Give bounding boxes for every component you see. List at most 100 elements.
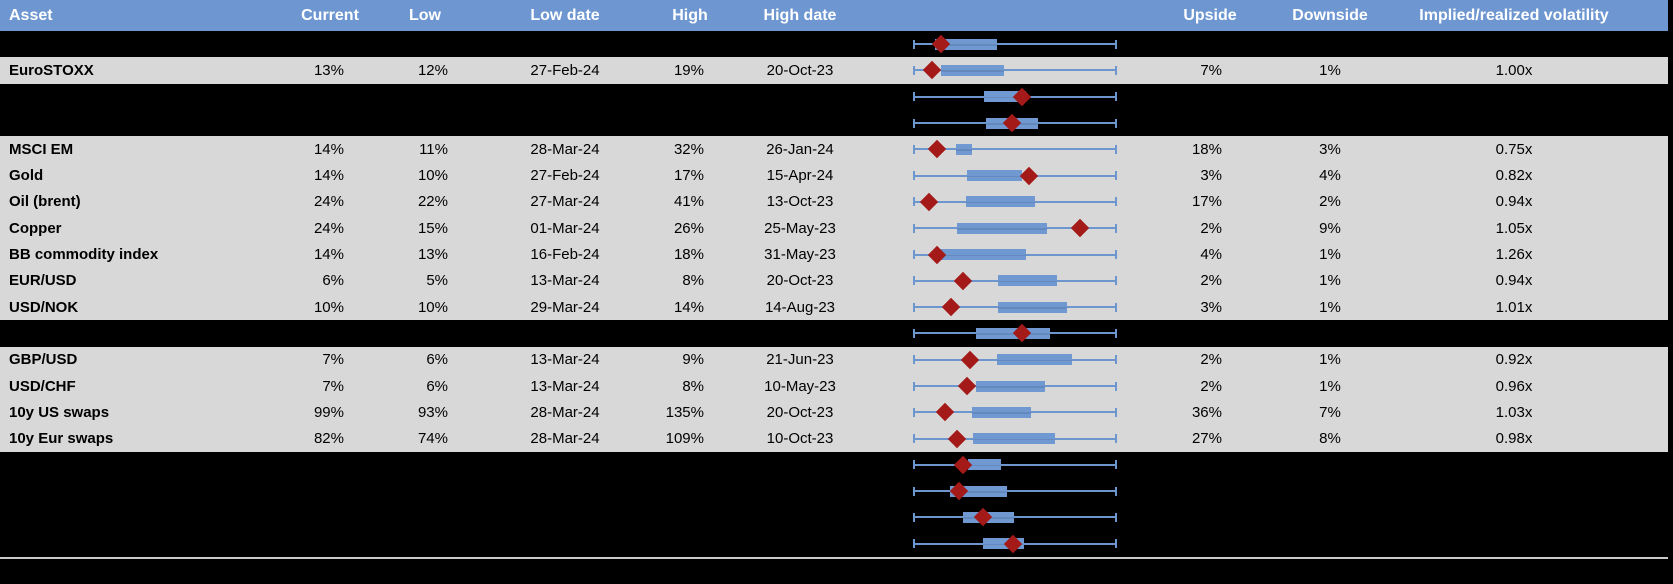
current-marker-diamond (927, 140, 947, 159)
cell-chart (880, 136, 1150, 162)
box-plot (913, 399, 1117, 425)
cell-chart (880, 215, 1150, 241)
whisker-cap-left (913, 276, 915, 286)
whisker-cap-left (913, 65, 915, 75)
cell-high-date: 31-May-23 (764, 246, 836, 264)
cell-low: 93% (417, 403, 448, 421)
cell-implied-realized: 0.94x (1495, 193, 1533, 211)
cell-upside: 7% (1200, 61, 1222, 79)
whisker-cap-right (1115, 328, 1117, 338)
cell-high: 8% (682, 272, 704, 290)
whisker-cap-right (1115, 65, 1117, 75)
cell-upside: 2% (1200, 219, 1222, 237)
cell-asset: Gold (9, 167, 44, 185)
current-marker-diamond (960, 350, 979, 369)
cell-downside: 1% (1319, 351, 1341, 369)
box-plot (913, 241, 1117, 267)
whisker-line (913, 463, 1117, 466)
cell-high: 14% (673, 298, 704, 316)
cell-low: 11% (419, 140, 448, 158)
whisker-cap-left (913, 512, 915, 522)
cell-high-date: 25-May-23 (764, 219, 836, 237)
whisker-cap-left (913, 39, 915, 49)
box-plot (913, 189, 1117, 215)
cell-upside: 2% (1200, 377, 1222, 395)
cell-implied-realized: 1.01x (1495, 298, 1533, 316)
table-row: GBP/USD 7% 6% 13-Mar-24 9% 21-Jun-23 2% … (0, 346, 1668, 373)
box-plot (913, 162, 1117, 188)
cell-chart (880, 347, 1150, 373)
current-marker-diamond (919, 192, 939, 212)
cell-implied-realized: 0.82x (1495, 167, 1533, 185)
whisker-cap-right (1115, 512, 1117, 522)
cell-low: 13% (417, 246, 448, 264)
cell-chart (880, 399, 1150, 425)
cell-upside: 4% (1200, 246, 1222, 264)
box-plot (913, 452, 1117, 478)
whisker-cap-left (913, 118, 915, 128)
cell-chart (880, 373, 1150, 399)
cell-high-date: 15-Apr-24 (766, 167, 834, 185)
whisker-line (913, 69, 1117, 72)
current-marker-diamond (1020, 166, 1039, 185)
header-chart-spacer (880, 0, 1150, 31)
whisker-cap-right (1115, 144, 1117, 154)
cell-chart (880, 425, 1150, 451)
cell-current: 6% (322, 272, 344, 290)
range-box (965, 196, 1036, 208)
whisker-cap-left (913, 407, 915, 417)
whisker-cap-right (1115, 434, 1117, 444)
range-box (940, 64, 1004, 76)
whisker-cap-left (913, 328, 915, 338)
range-box (997, 275, 1058, 287)
header-low: Low (409, 6, 441, 24)
whisker-cap-left (913, 197, 915, 207)
cell-chart (880, 478, 1150, 504)
range-box (966, 170, 1022, 182)
current-marker-diamond (957, 376, 976, 396)
cell-high: 19% (673, 61, 704, 79)
whisker-cap-right (1115, 92, 1117, 102)
cell-current: 14% (313, 140, 344, 158)
cell-asset: EuroSTOXX (9, 61, 94, 79)
cell-chart (880, 294, 1150, 320)
range-box (967, 459, 1001, 471)
cell-high-date: 21-Jun-23 (766, 351, 834, 369)
range-box (996, 354, 1073, 366)
cell-upside: 3% (1200, 298, 1222, 316)
whisker-cap-right (1115, 407, 1117, 417)
cell-downside: 9% (1319, 219, 1341, 237)
cell-low-date: 13-Mar-24 (530, 351, 600, 369)
cell-low: 74% (417, 430, 448, 448)
range-box (983, 91, 1027, 103)
cell-low-date: 13-Mar-24 (530, 377, 600, 395)
cell-implied-realized: 0.96x (1495, 377, 1533, 395)
cell-current: 99% (313, 403, 344, 421)
footer-black-band (0, 558, 1668, 584)
cell-upside: 3% (1200, 167, 1222, 185)
cell-upside: 36% (1191, 403, 1222, 421)
whisker-line (913, 43, 1117, 46)
cell-high-date: 10-May-23 (764, 377, 836, 395)
table-row (0, 83, 1668, 110)
range-box (971, 406, 1032, 418)
current-marker-diamond (947, 429, 967, 448)
range-box (937, 249, 1027, 261)
range-box (949, 485, 1008, 497)
cell-high: 109% (665, 430, 704, 448)
cell-asset: 10y US swaps (9, 403, 110, 421)
whisker-line (913, 148, 1117, 151)
cell-low: 10% (417, 167, 448, 185)
box-plot (913, 294, 1117, 320)
cell-chart (880, 531, 1150, 557)
table-row: Gold 14% 10% 27-Feb-24 17% 15-Apr-24 3% … (0, 162, 1668, 189)
header-high: High (672, 6, 708, 24)
whisker-cap-left (913, 539, 915, 549)
cell-chart (880, 189, 1150, 215)
table-row: USD/NOK 10% 10% 29-Mar-24 14% 14-Aug-23 … (0, 293, 1668, 321)
cell-high-date: 26-Jan-24 (766, 140, 834, 158)
header-high-date: High date (763, 6, 837, 24)
cell-low-date: 27-Feb-24 (530, 61, 600, 79)
whisker-cap-right (1115, 302, 1117, 312)
whisker-cap-left (913, 434, 915, 444)
